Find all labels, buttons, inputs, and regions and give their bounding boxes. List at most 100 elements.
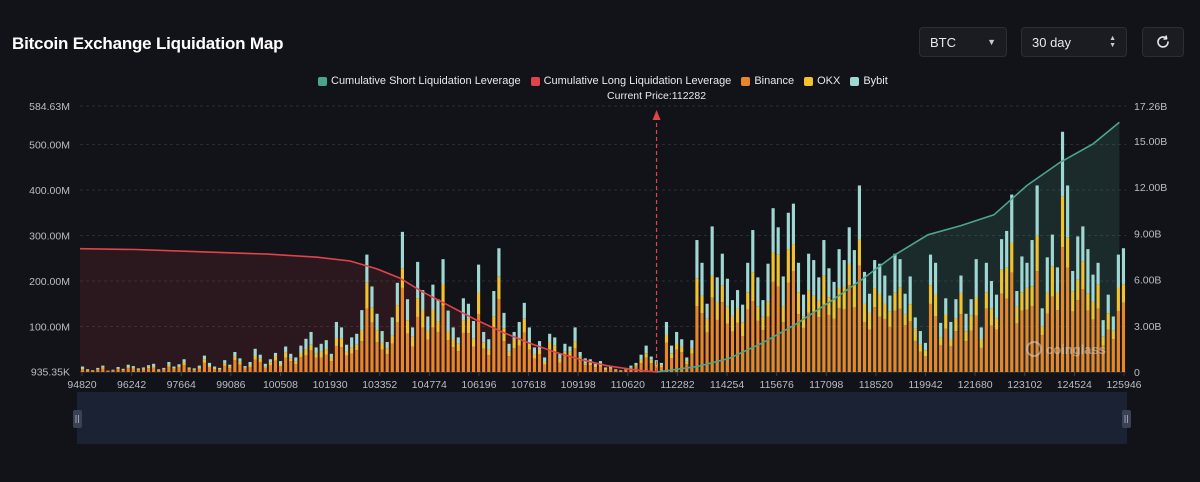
bar-okx — [101, 367, 105, 369]
bar-binance — [735, 322, 740, 372]
bar-okx — [705, 318, 709, 333]
bar-binance — [96, 369, 100, 372]
zoom-slider-track[interactable] — [77, 392, 1127, 444]
bar-okx — [563, 351, 567, 357]
bar-binance — [1025, 309, 1029, 372]
bar-bybit — [634, 362, 638, 366]
bar-bybit — [517, 321, 521, 338]
bar-bybit — [507, 343, 511, 352]
bar-bybit — [233, 351, 237, 357]
legend-item-short[interactable]: Cumulative Short Liquidation Leverage — [318, 75, 521, 87]
bar-binance — [1086, 310, 1090, 372]
bar-binance — [304, 355, 308, 372]
bar-bybit — [324, 340, 328, 350]
bar-binance — [294, 364, 298, 372]
bar-okx — [461, 320, 465, 333]
bar-okx — [517, 337, 521, 346]
bar-okx — [634, 365, 638, 367]
x-tick-label: 125946 — [1106, 379, 1141, 391]
zoom-handle-left[interactable] — [73, 410, 82, 428]
bar-okx — [1055, 292, 1060, 311]
bar-bybit — [1071, 270, 1075, 292]
bar-bybit — [735, 290, 740, 309]
bar-binance — [1030, 306, 1034, 372]
bar-binance — [243, 368, 247, 372]
zoom-handle-right[interactable] — [1122, 410, 1131, 428]
bar-okx — [669, 353, 674, 359]
bar-bybit — [761, 300, 765, 317]
bar-bybit — [339, 327, 344, 339]
bar-bybit — [1081, 226, 1085, 262]
bar-okx — [192, 369, 196, 371]
bar-bybit — [1010, 194, 1014, 243]
bar-bybit — [949, 321, 953, 339]
bar-okx — [568, 351, 572, 357]
bar-bybit — [370, 286, 374, 308]
bar-bybit — [543, 357, 547, 362]
bar-bybit — [548, 333, 552, 343]
bar-okx — [532, 354, 537, 359]
bar-okx — [949, 338, 953, 346]
bar-bybit — [1076, 236, 1080, 280]
bar-bybit — [273, 352, 278, 357]
bar-binance — [512, 347, 516, 372]
chevron-down-icon: ▼ — [987, 37, 996, 47]
bar-bybit — [756, 277, 760, 307]
x-tick-label: 107618 — [511, 379, 546, 391]
legend-item-long[interactable]: Cumulative Long Liquidation Leverage — [530, 75, 731, 87]
bar-binance — [1101, 345, 1105, 372]
svg-text:coinglass: coinglass — [1046, 342, 1106, 357]
y-right-tick-label: 0 — [1134, 367, 1140, 379]
bar-binance — [822, 304, 826, 372]
bar-bybit — [365, 254, 369, 283]
y-left-tick-label: 300.00M — [29, 231, 70, 243]
bar-bybit — [1106, 294, 1110, 314]
bar-okx — [253, 355, 257, 360]
bar-okx — [710, 275, 714, 298]
legend-item-bybit[interactable]: Bybit — [850, 75, 888, 87]
bar-bybit — [121, 368, 125, 370]
bar-bybit — [212, 366, 217, 368]
coin-select[interactable]: BTC ▼ — [919, 27, 1007, 57]
bar-binance — [1020, 310, 1024, 372]
bar-okx — [177, 365, 181, 368]
bar-okx — [822, 275, 826, 305]
bar-binance — [629, 368, 633, 372]
bar-okx — [502, 328, 506, 342]
bar-okx — [725, 306, 729, 324]
bar-bybit — [857, 185, 861, 240]
bar-bybit — [898, 259, 902, 288]
bar-bybit — [1035, 185, 1039, 236]
bar-okx — [989, 308, 994, 326]
y-right-tick-label: 15.00B — [1134, 136, 1167, 148]
bar-bybit — [908, 276, 912, 305]
bar-binance — [314, 357, 318, 372]
bar-binance — [537, 354, 542, 372]
bar-binance — [131, 368, 135, 372]
bar-okx — [466, 318, 471, 334]
bar-okx — [527, 343, 531, 350]
bar-bybit — [629, 365, 633, 368]
bar-okx — [456, 343, 460, 352]
bar-okx — [187, 368, 191, 370]
bar-binance — [603, 369, 608, 372]
bar-bybit — [741, 304, 745, 323]
long-cumulative-line — [79, 247, 657, 373]
bar-bybit — [86, 369, 90, 371]
x-tick-label: 99086 — [216, 379, 245, 391]
legend-label: Bybit — [863, 75, 888, 87]
legend-item-binance[interactable]: Binance — [741, 75, 794, 87]
bar-binance — [852, 307, 856, 372]
zoom-slider[interactable] — [73, 392, 1131, 444]
bar-binance — [1066, 267, 1070, 372]
bar-bybit — [969, 299, 973, 316]
bar-binance — [238, 364, 242, 372]
x-tick-label: 104774 — [412, 379, 447, 391]
legend-item-okx[interactable]: OKX — [804, 75, 840, 87]
bar-bybit — [1060, 131, 1065, 197]
bar-binance — [162, 369, 166, 372]
range-select[interactable]: 30 day ▲ ▼ — [1021, 27, 1127, 57]
refresh-button[interactable] — [1142, 27, 1184, 57]
bar-bybit — [837, 249, 841, 289]
bar-okx — [309, 344, 313, 351]
